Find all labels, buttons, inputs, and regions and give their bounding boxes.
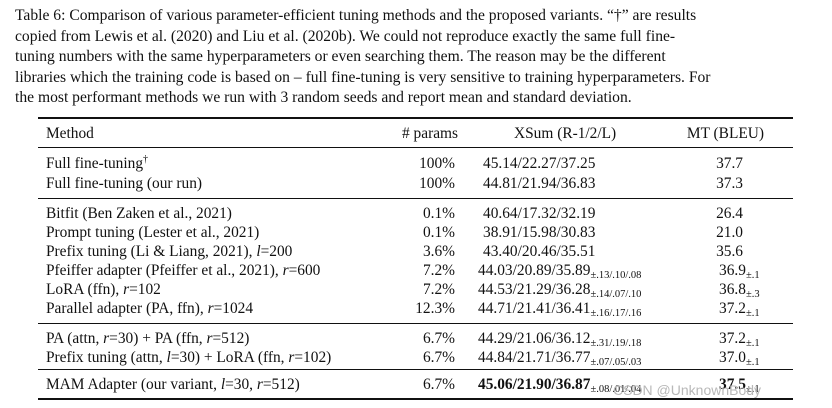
xsum-cell: 44.29/21.06/36.12±.31/.19/.18 (478, 330, 642, 349)
header-xsum: XSum (R-1/2/L) (514, 125, 617, 142)
method-cell: Full fine-tuning (our run) (46, 175, 203, 192)
mt-cell: 37.2±.1 (719, 300, 760, 319)
method-cell: Parallel adapter (PA, ffn), r=1024 (46, 300, 254, 317)
std-dev: ±.07/.05/.03 (590, 357, 642, 368)
table-row: PA (attn, r=30) + PA (ffn, r=512) 6.7% 4… (38, 329, 793, 349)
std-dev: ±.1 (745, 384, 760, 395)
table-row: Pfeiffer adapter (Pfeiffer et al., 2021)… (38, 261, 793, 281)
mt-cell: 36.9±.1 (719, 262, 760, 281)
xsum-cell: 45.06/21.90/36.87±.08/.01/.04 (478, 376, 642, 395)
method-cell: Prefix tuning (Li & Liang, 2021), l=200 (46, 243, 293, 260)
table-row: Prompt tuning (Lester et al., 2021) 0.1%… (38, 223, 793, 242)
caption-line: Table 6: Comparison of various parameter… (15, 7, 697, 24)
std-dev: ±.13/.10/.08 (590, 270, 642, 281)
caption-line: tuning numbers with the same hyperparame… (15, 48, 666, 66)
table-top-rule (38, 117, 793, 119)
mt-cell: 37.3 (716, 175, 743, 192)
dagger-mark: † (143, 154, 149, 165)
method-cell: PA (attn, r=30) + PA (ffn, r=512) (46, 330, 250, 347)
params-cell: 7.2% (422, 262, 455, 279)
mt-cell: 35.6 (716, 243, 743, 260)
std-dev: ±.3 (745, 289, 760, 300)
std-dev: ±.1 (745, 357, 760, 368)
params-cell: 100% (419, 175, 455, 192)
xsum-cell: 44.84/21.71/36.77±.07/.05/.03 (478, 349, 642, 368)
mt-cell: 21.0 (716, 224, 743, 241)
xsum-cell: 43.40/20.46/35.51 (483, 243, 596, 260)
params-cell: 6.7% (422, 376, 455, 393)
table-row: Prefix tuning (attn, l=30) + LoRA (ffn, … (38, 348, 793, 368)
group-rule (38, 323, 793, 324)
table-row-best: MAM Adapter (our variant, l=30, r=512) 6… (38, 375, 793, 395)
caption-line: the most performant methods we run with … (15, 89, 632, 107)
method-cell: MAM Adapter (our variant, l=30, r=512) (46, 376, 300, 393)
table-row: LoRA (ffn), r=102 7.2% 44.53/21.29/36.28… (38, 280, 793, 300)
mt-cell: 37.0±.1 (719, 349, 760, 368)
std-dev: ±.31/.19/.18 (590, 338, 642, 349)
params-cell: 6.7% (422, 349, 455, 366)
table-row: Bitfit (Ben Zaken et al., 2021) 0.1% 40.… (38, 204, 793, 223)
table-caption: Table 6: Comparison of various parameter… (15, 6, 815, 109)
params-cell: 100% (419, 155, 455, 172)
table-row: Parallel adapter (PA, ffn), r=1024 12.3%… (38, 299, 793, 319)
table-row: Full fine-tuning (our run) 100% 44.81/21… (38, 174, 793, 193)
xsum-cell: 45.14/22.27/37.25 (483, 155, 596, 172)
params-cell: 0.1% (422, 205, 455, 222)
header-method: Method (46, 125, 94, 142)
group-rule (38, 198, 793, 199)
header-mt: MT (BLEU) (686, 125, 764, 142)
xsum-cell: 44.81/21.94/36.83 (483, 175, 596, 192)
mt-cell: 37.7 (716, 155, 743, 172)
params-cell: 3.6% (422, 243, 455, 260)
mt-cell: 36.8±.3 (719, 281, 760, 300)
method-cell: Bitfit (Ben Zaken et al., 2021) (46, 205, 232, 222)
mt-cell: 26.4 (716, 205, 743, 222)
mt-cell: 37.5±.1 (719, 376, 760, 395)
xsum-cell: 44.71/21.41/36.41±.16/.17/.16 (478, 300, 642, 319)
method-cell: Prefix tuning (attn, l=30) + LoRA (ffn, … (46, 349, 332, 366)
mt-cell: 37.2±.1 (719, 330, 760, 349)
table-row: Full fine-tuning† 100% 45.14/22.27/37.25… (38, 154, 793, 173)
std-dev: ±.16/.17/.16 (590, 308, 642, 319)
method-cell: Prompt tuning (Lester et al., 2021) (46, 224, 260, 241)
xsum-cell: 40.64/17.32/32.19 (483, 205, 596, 222)
params-cell: 6.7% (422, 330, 455, 347)
header-params: # params (402, 125, 458, 142)
caption-line: libraries which the training code is bas… (15, 68, 711, 86)
table-row: Prefix tuning (Li & Liang, 2021), l=200 … (38, 242, 793, 261)
std-dev: ±.08/.01/.04 (590, 384, 642, 395)
params-cell: 0.1% (422, 224, 455, 241)
header-rule (38, 147, 793, 148)
xsum-cell: 38.91/15.98/30.83 (483, 224, 596, 241)
method-cell: Pfeiffer adapter (Pfeiffer et al., 2021)… (46, 262, 321, 279)
caption-line: copied from Lewis et al. (2020) and Liu … (15, 27, 676, 45)
std-dev: ±.1 (745, 338, 760, 349)
method-cell: LoRA (ffn), r=102 (46, 281, 161, 298)
params-cell: 7.2% (422, 281, 455, 298)
std-dev: ±.1 (745, 270, 760, 281)
group-rule (38, 369, 793, 370)
watermark: CSDN @UnknownBody (613, 382, 762, 398)
table-header-row: Method # params XSum (R-1/2/L) MT (BLEU) (38, 124, 793, 143)
std-dev: ±.1 (745, 308, 760, 319)
xsum-cell: 44.03/20.89/35.89±.13/.10/.08 (478, 262, 642, 281)
table-bottom-rule (38, 398, 793, 400)
std-dev: ±.14/.07/.10 (590, 289, 642, 300)
params-cell: 12.3% (415, 300, 455, 317)
xsum-cell: 44.53/21.29/36.28±.14/.07/.10 (478, 281, 642, 300)
method-cell: Full fine-tuning† (46, 154, 149, 172)
